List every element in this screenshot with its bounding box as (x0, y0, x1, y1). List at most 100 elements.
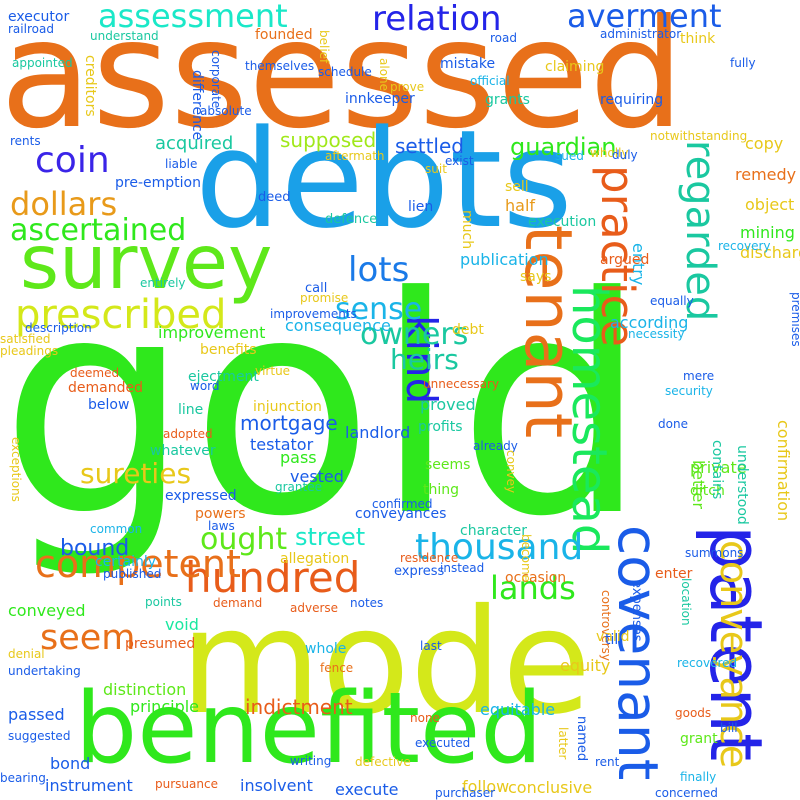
cloud-word: pre-emption (115, 175, 201, 191)
cloud-word: assessed (0, 0, 685, 162)
cloud-word: prove (390, 80, 425, 94)
cloud-word: goods (675, 706, 712, 720)
cloud-word: last (420, 639, 442, 653)
cloud-word: character (460, 523, 528, 539)
cloud-word: defence (325, 212, 378, 227)
cloud-word: appointed (12, 56, 73, 70)
cloud-word: covenant (606, 525, 670, 781)
cloud-word: mortgage (240, 411, 338, 435)
cloud-word: allegation (280, 551, 350, 567)
cloud-word: exist (445, 154, 474, 168)
cloud-word: none (410, 711, 440, 725)
cloud-word: conveyance (712, 540, 756, 769)
cloud-word: principle (130, 697, 200, 716)
cloud-word: absolute (200, 104, 252, 118)
cloud-word: consequence (285, 316, 391, 335)
cloud-word: kind (397, 315, 446, 405)
cloud-word: undertaking (8, 664, 81, 678)
cloud-word: suit (425, 162, 447, 176)
cloud-word: purchaser (435, 786, 496, 800)
cloud-word: grants (485, 92, 530, 108)
cloud-word: below (88, 397, 130, 413)
cloud-word: defective (355, 755, 411, 769)
cloud-word: bond (50, 754, 91, 773)
cloud-word: liable (165, 157, 198, 171)
cloud-word: execution (528, 214, 597, 230)
cloud-word: published (103, 567, 162, 581)
cloud-word: lien (408, 199, 434, 215)
cloud-word: thousand (415, 527, 584, 568)
cloud-word: enter (655, 566, 693, 582)
cloud-word: confirmed (372, 497, 433, 511)
cloud-word: competent (35, 542, 241, 586)
cloud-word: survey (20, 218, 273, 306)
cloud-word: location (679, 578, 693, 626)
cloud-word: debt (452, 322, 484, 338)
cloud-word: execute (335, 780, 399, 799)
cloud-word: convey (504, 450, 518, 494)
cloud-word: benefited (75, 672, 543, 786)
cloud-word: description (25, 321, 92, 335)
cloud-word: vested (290, 467, 344, 486)
cloud-word: administrator (600, 27, 682, 41)
cloud-word: belief (317, 30, 331, 64)
cloud-word: adopted (163, 427, 213, 441)
cloud-word: executor (8, 9, 70, 25)
cloud-word: rents (10, 134, 41, 148)
cloud-word: whole (305, 641, 347, 657)
cloud-word: demand (213, 596, 263, 610)
cloud-word: bound (60, 536, 130, 561)
cloud-word: latter (556, 727, 570, 760)
cloud-word: dollars (10, 185, 118, 223)
cloud-word: aftermath (325, 149, 385, 163)
cloud-word: instrument (45, 776, 133, 795)
cloud-word: instead (440, 561, 485, 575)
cloud-word: rent (595, 755, 620, 769)
cloud-word: executed (415, 736, 471, 750)
cloud-word: notwithstanding (650, 129, 748, 143)
cloud-word: necessity (628, 327, 685, 341)
cloud-word: conveyances (355, 506, 447, 522)
cloud-word: mere (683, 369, 715, 383)
cloud-word: mode (180, 578, 592, 747)
cloud-word: presumed (125, 636, 196, 652)
cloud-word: virtue (255, 364, 291, 378)
cloud-word: equitable (480, 700, 556, 719)
cloud-word: understand (90, 29, 159, 43)
cloud-word: adverse (290, 601, 339, 615)
cloud-word: named (574, 716, 589, 762)
cloud-word: grantee (275, 480, 322, 494)
cloud-word: conveyed (8, 601, 86, 620)
cloud-word: done (658, 417, 688, 431)
cloud-word: ditch (690, 483, 725, 499)
cloud-word: pleadings (0, 344, 59, 358)
cloud-word: entirely (140, 276, 186, 290)
cloud-word: schedule (318, 65, 372, 79)
cloud-word: discharge (740, 243, 800, 262)
cloud-word: supposed (280, 128, 377, 152)
cloud-word: promise (300, 291, 349, 305)
cloud-word: coin (35, 140, 110, 181)
cloud-word: thing (423, 482, 460, 498)
cloud-word: suggested (8, 729, 71, 743)
cloud-word: gold (0, 233, 648, 582)
cloud-word: common (90, 522, 143, 536)
cloud-word: expressed (165, 488, 237, 504)
cloud-word: indictment (245, 695, 353, 719)
cloud-word: lots (348, 250, 410, 290)
cloud-word: themselves (245, 59, 315, 73)
cloud-word: satisfied (0, 332, 51, 346)
cloud-word: conclusive (508, 778, 593, 797)
cloud-word: occasion (505, 570, 567, 586)
cloud-word: insolvent (240, 776, 313, 795)
cloud-word: seems (425, 457, 471, 473)
cloud-word: contains (709, 440, 725, 500)
cloud-word: call (305, 281, 328, 296)
cloud-word: security (665, 384, 713, 398)
cloud-word: certainly (95, 554, 157, 570)
cloud-word: word (190, 379, 220, 393)
cloud-word: publication (460, 250, 549, 269)
cloud-word: passed (8, 705, 65, 724)
cloud-word: ought (200, 522, 288, 557)
